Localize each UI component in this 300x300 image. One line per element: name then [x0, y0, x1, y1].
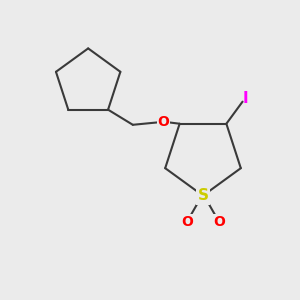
Text: O: O	[213, 215, 225, 229]
Text: S: S	[197, 188, 208, 203]
Text: O: O	[181, 215, 193, 229]
Text: I: I	[243, 91, 248, 106]
Text: O: O	[158, 115, 169, 129]
